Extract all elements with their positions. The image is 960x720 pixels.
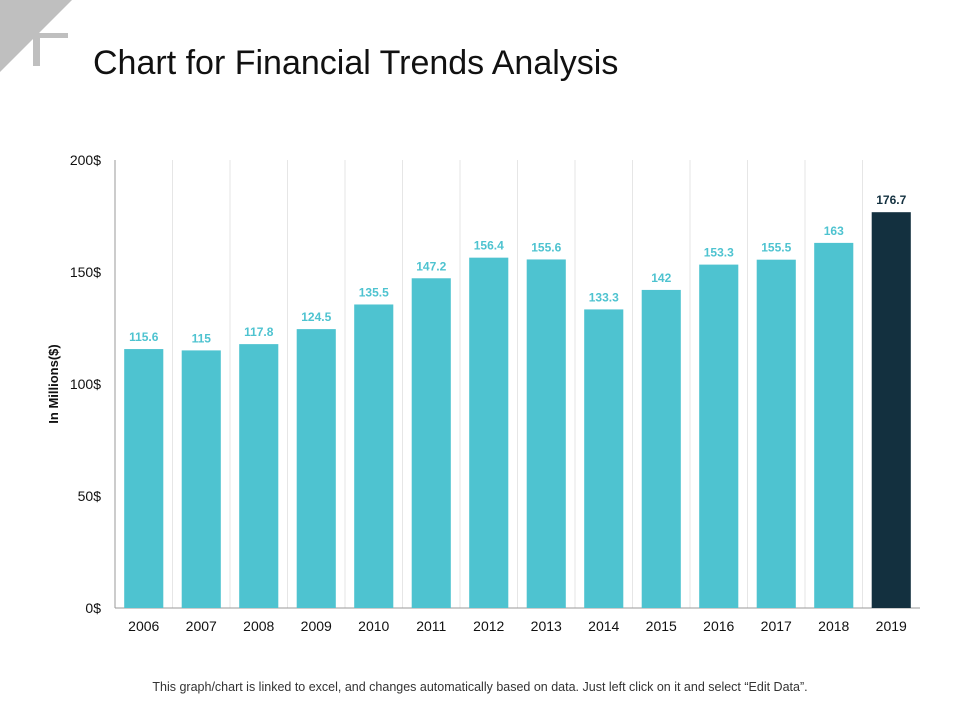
data-label-2017: 155.5 bbox=[761, 241, 791, 255]
x-tick-label: 2013 bbox=[531, 618, 562, 634]
page-title: Chart for Financial Trends Analysis bbox=[93, 44, 619, 82]
bar-2015 bbox=[641, 289, 681, 608]
x-tick-label: 2016 bbox=[703, 618, 734, 634]
bar-2010 bbox=[354, 304, 394, 608]
data-label-2018: 163 bbox=[824, 224, 844, 238]
bar-2012 bbox=[469, 257, 509, 608]
data-label-2009: 124.5 bbox=[301, 310, 331, 324]
y-tick-label: 150$ bbox=[70, 264, 101, 280]
y-tick-label: 50$ bbox=[78, 488, 102, 504]
x-tick-label: 2019 bbox=[876, 618, 907, 634]
bar-2018 bbox=[814, 242, 854, 608]
data-label-2012: 156.4 bbox=[474, 239, 504, 253]
data-label-2008: 117.8 bbox=[244, 325, 274, 339]
data-label-2007: 115 bbox=[192, 331, 212, 345]
bar-2007 bbox=[181, 350, 221, 608]
bar-2014 bbox=[584, 309, 624, 608]
x-tick-label: 2014 bbox=[588, 618, 619, 634]
x-tick-label: 2018 bbox=[818, 618, 849, 634]
x-tick-label: 2009 bbox=[301, 618, 332, 634]
y-tick-label: 200$ bbox=[70, 152, 101, 168]
y-axis-label: In Millions($) bbox=[46, 344, 61, 423]
x-tick-label: 2012 bbox=[473, 618, 504, 634]
footer-note: This graph/chart is linked to excel, and… bbox=[152, 680, 808, 694]
bars bbox=[124, 212, 911, 608]
bar-2016 bbox=[699, 264, 739, 608]
bar-2009 bbox=[296, 329, 336, 608]
data-label-2006: 115.6 bbox=[129, 330, 159, 344]
x-tick-label: 2015 bbox=[646, 618, 677, 634]
gridlines bbox=[172, 160, 863, 608]
data-label-2013: 155.6 bbox=[531, 240, 561, 254]
x-tick-label: 2010 bbox=[358, 618, 389, 634]
x-tick-label: 2007 bbox=[186, 618, 217, 634]
x-tick-label: 2008 bbox=[243, 618, 274, 634]
data-label-2014: 133.3 bbox=[589, 290, 619, 304]
x-tick-label: 2011 bbox=[416, 618, 446, 634]
bar-2011 bbox=[411, 278, 451, 608]
data-label-2011: 147.2 bbox=[416, 259, 446, 273]
x-tick-label: 2017 bbox=[761, 618, 792, 634]
bar-2019 bbox=[871, 212, 911, 608]
bar-2013 bbox=[526, 259, 566, 608]
x-tick-label: 2006 bbox=[128, 618, 159, 634]
corner-decoration bbox=[0, 0, 72, 72]
data-label-2015: 142 bbox=[651, 271, 671, 285]
data-label-2010: 135.5 bbox=[359, 285, 389, 299]
y-tick-label: 100$ bbox=[70, 376, 101, 392]
y-tick-label: 0$ bbox=[85, 600, 101, 616]
tick-labels: 0$ 50$ 100$ 150$ 200$ 2006 2007 2008 2009 2010 201… bbox=[70, 152, 907, 634]
corner-chevron bbox=[33, 33, 68, 66]
bar-2008 bbox=[239, 344, 279, 608]
bar-2017 bbox=[756, 259, 796, 608]
data-label-2016: 153.3 bbox=[704, 246, 734, 260]
data-labels: 115.6 115 117.8 124.5 135.5 147.2 156.4 155.6 13… bbox=[129, 193, 907, 345]
bar-2006 bbox=[124, 349, 164, 608]
data-label-2019: 176.7 bbox=[876, 193, 906, 207]
